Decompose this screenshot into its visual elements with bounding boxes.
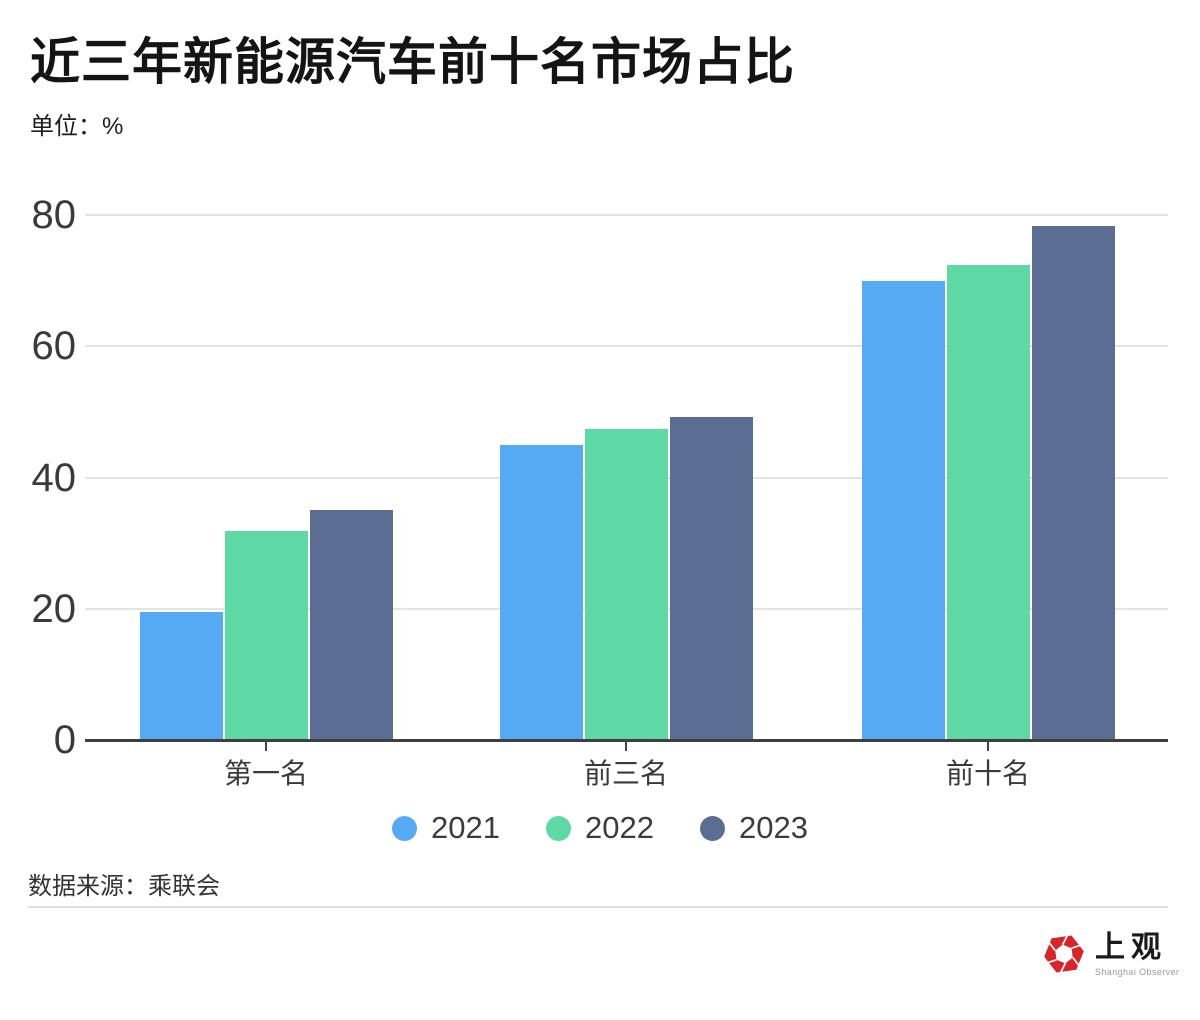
legend-label: 2021 <box>431 810 501 845</box>
x-axis-category-label: 前三名 <box>583 758 668 789</box>
logo-text: 上观 Shanghai Observer <box>1095 931 1180 978</box>
logo-en: Shanghai Observer <box>1095 967 1180 977</box>
y-axis-tick-label: 0 <box>53 718 76 762</box>
logo: 上观 Shanghai Observer <box>1042 932 1179 977</box>
gridline-80 <box>85 214 1168 216</box>
bar-2021-第一名 <box>140 612 223 740</box>
legend-item-2023: 2023 <box>699 810 808 846</box>
legend-swatch-icon <box>699 815 725 841</box>
bar-2023-前十名 <box>1032 226 1115 740</box>
legend-label: 2023 <box>738 810 808 845</box>
source-label: 数据来源：乘联会 <box>28 873 220 900</box>
x-axis-tick <box>625 740 627 751</box>
bar-2021-前十名 <box>862 281 945 740</box>
bar-2022-第一名 <box>225 531 308 740</box>
legend-item-2022: 2022 <box>546 810 654 846</box>
bar-2023-前三名 <box>670 417 753 740</box>
y-axis-tick-label: 80 <box>31 193 77 237</box>
chart-title: 近三年新能源汽车前十名市场占比 <box>30 34 795 90</box>
bar-2022-前三名 <box>585 428 668 740</box>
legend-item-2021: 2021 <box>392 810 500 846</box>
x-axis-category-label: 前十名 <box>945 758 1030 789</box>
x-axis-tick <box>265 740 267 751</box>
y-axis-tick-label: 20 <box>31 586 77 631</box>
legend-swatch-icon <box>546 815 572 841</box>
footer-divider <box>28 906 1168 908</box>
gridline-60 <box>85 345 1168 348</box>
legend-label: 2022 <box>585 810 654 845</box>
logo-cn: 上观 <box>1095 931 1167 964</box>
bar-2021-前三名 <box>500 445 583 740</box>
x-axis-category-label: 第一名 <box>223 758 308 789</box>
x-axis-tick <box>987 740 989 751</box>
legend-swatch-icon <box>392 815 418 841</box>
bar-2023-第一名 <box>310 509 393 740</box>
y-axis-tick-label: 60 <box>31 324 77 369</box>
shanghai-observer-logo-icon <box>1044 934 1084 974</box>
unit-label: 单位：% <box>30 113 124 140</box>
y-axis-tick-label: 40 <box>31 455 77 500</box>
legend: 2021 2022 2023 <box>0 810 1200 846</box>
bar-2022-前十名 <box>947 264 1030 740</box>
